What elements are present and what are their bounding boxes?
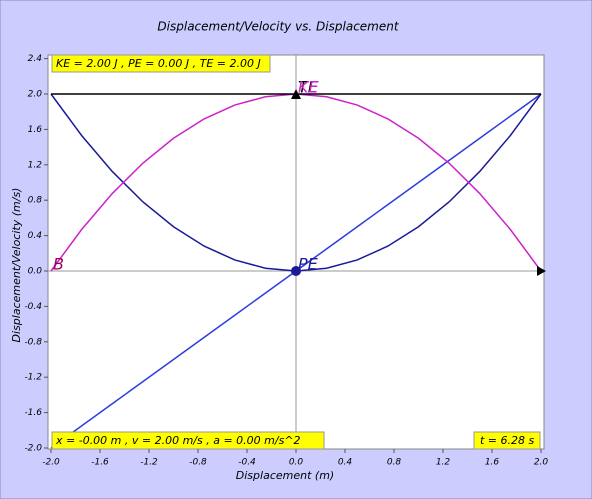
- marker-label: TE: [298, 78, 319, 97]
- x-tick-label: 1.2: [436, 458, 451, 468]
- x-tick-label: -0.8: [189, 458, 207, 468]
- y-tick-label: 1.6: [28, 125, 43, 135]
- y-tick-label: 2.4: [28, 54, 43, 64]
- energy-readout-box: [51, 54, 271, 73]
- y-tick-label: -1.2: [24, 373, 42, 383]
- y-tick-label: 2.0: [28, 90, 43, 100]
- marker: [291, 266, 301, 276]
- y-tick-label: 0.4: [28, 231, 43, 241]
- time-readout-box: [473, 431, 541, 450]
- y-tick-label: 0.0: [28, 267, 43, 277]
- x-tick-label: 0.0: [289, 458, 304, 468]
- x-tick-label: 0.4: [338, 458, 353, 468]
- y-axis-label: Displacement/Velocity (m/s): [10, 188, 23, 343]
- y-tick-label: 0.8: [28, 196, 43, 206]
- time-readout: t = 6.28 s: [480, 434, 535, 447]
- chart-title: Displacement/Velocity vs. Displacement: [157, 20, 399, 34]
- x-tick-label: -1.2: [140, 458, 158, 468]
- state-readout: x = -0.00 m , v = 2.00 m/s , a = 0.00 m/…: [55, 434, 301, 447]
- y-tick-label: 1.2: [28, 160, 43, 170]
- marker-label: KE: [298, 78, 319, 97]
- y-tick-label: -1.6: [24, 408, 42, 418]
- x-tick-label: -1.6: [91, 458, 109, 468]
- marker: [291, 89, 301, 99]
- x-tick-label: -2.0: [42, 458, 60, 468]
- marker-label: B: [53, 255, 64, 274]
- direction-arrow: [537, 266, 546, 276]
- marker-label: PE: [298, 255, 319, 274]
- energy-readout: KE = 2.00 J , PE = 0.00 J , TE = 2.00 J: [56, 57, 261, 70]
- x-axis-label: Displacement (m): [236, 469, 334, 482]
- x-tick-label: -0.4: [238, 458, 256, 468]
- x-tick-label: 2.0: [534, 458, 549, 468]
- y-tick-label: -0.8: [24, 337, 42, 347]
- x-tick-label: 0.8: [387, 458, 402, 468]
- y-tick-label: -0.4: [24, 302, 42, 312]
- y-tick-label: -2.0: [24, 444, 42, 454]
- x-tick-label: 1.6: [485, 458, 500, 468]
- state-readout-box: [51, 431, 325, 450]
